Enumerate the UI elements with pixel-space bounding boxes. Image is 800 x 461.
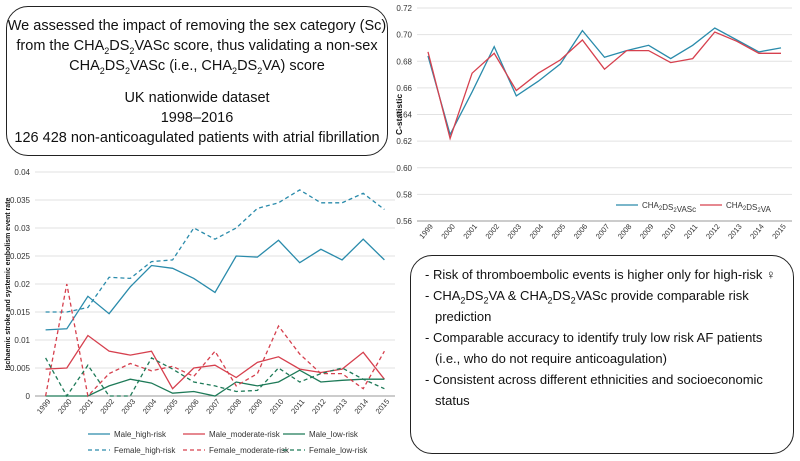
x-tick-2011: 2011 — [682, 222, 699, 240]
study-line-1: We assessed the impact of removing the s… — [7, 18, 387, 34]
y-tick-0-70: 0.70 — [396, 31, 412, 40]
legend-label-cha2ds2vasc: CHA2DS2VASc — [642, 201, 696, 214]
x-tick-2008: 2008 — [225, 397, 243, 416]
x-tick-2008: 2008 — [616, 222, 634, 241]
x-tick-2015: 2015 — [374, 397, 392, 416]
finding-4-continued: status — [435, 393, 470, 408]
x-tick-2005: 2005 — [162, 397, 180, 416]
y-tick-0-62: 0.62 — [396, 137, 412, 146]
legend-label-male-moderate-risk: Male_moderate-risk — [209, 430, 281, 439]
study-line-2: from the CHA2DS2VASc score, thus validat… — [16, 38, 378, 56]
x-tick-2007: 2007 — [204, 397, 222, 416]
x-tick-1999: 1999 — [417, 222, 435, 241]
legend-label-female-low-risk: Female_low-risk — [309, 446, 368, 455]
x-tick-2004: 2004 — [528, 222, 546, 241]
y-tick-0-015: 0.015 — [10, 308, 31, 317]
finding-2-continued: prediction — [435, 309, 492, 324]
y-axis-label: C-statistic — [394, 94, 404, 135]
x-tick-2003: 2003 — [120, 397, 138, 416]
finding-4: - Consistent across different ethnicitie… — [425, 369, 785, 411]
y-tick-0-02: 0.02 — [14, 280, 30, 289]
x-tick-2006: 2006 — [183, 397, 201, 416]
x-tick-2012: 2012 — [310, 397, 328, 416]
finding-1: - Risk of thromboembolic events is highe… — [425, 267, 776, 282]
series-line-cha2ds2vasc — [427, 27, 782, 137]
y-tick-0: 0 — [26, 392, 31, 401]
y-tick-0-56: 0.56 — [396, 217, 412, 226]
x-tick-2010: 2010 — [268, 397, 286, 416]
y-tick-0-005: 0.005 — [10, 364, 31, 373]
legend-label-male-high-risk: Male_high-risk — [114, 430, 167, 439]
x-tick-2003: 2003 — [506, 222, 524, 241]
y-tick-0-64: 0.64 — [396, 111, 412, 120]
legend-label-female-moderate-risk: Female_moderate-risk — [209, 446, 290, 455]
x-tick-2010: 2010 — [660, 222, 678, 241]
legend-label-cha2ds2va: CHA2DS2VA — [726, 201, 771, 214]
y-tick-0-01: 0.01 — [14, 336, 30, 345]
x-tick-2007: 2007 — [594, 222, 612, 241]
x-tick-2013: 2013 — [331, 397, 349, 416]
series-line-cha2ds2va — [427, 31, 781, 141]
x-tick-2006: 2006 — [572, 222, 590, 241]
x-tick-2004: 2004 — [141, 397, 159, 416]
series-line-male-moderate-risk — [45, 334, 385, 390]
x-tick-2014: 2014 — [353, 397, 371, 416]
years-label: 1998–2016 — [160, 110, 234, 126]
x-tick-1999: 1999 — [35, 397, 53, 416]
series-line-female-moderate-risk — [44, 283, 385, 398]
finding-3-continued: (i.e., who do not require anticoagulatio… — [435, 351, 667, 366]
x-tick-2014: 2014 — [748, 222, 766, 241]
finding-3: - Comparable accuracy to identify truly … — [425, 327, 785, 369]
x-tick-2001: 2001 — [77, 397, 95, 416]
y-tick-0-03: 0.03 — [14, 224, 30, 233]
x-tick-2005: 2005 — [550, 222, 568, 241]
x-tick-2012: 2012 — [704, 222, 722, 241]
y-tick-0-035: 0.035 — [10, 196, 31, 205]
x-tick-2009: 2009 — [247, 397, 265, 416]
x-tick-2001: 2001 — [461, 222, 479, 241]
x-tick-2000: 2000 — [439, 222, 457, 241]
y-tick-0-025: 0.025 — [10, 252, 31, 261]
y-tick-0-68: 0.68 — [396, 57, 412, 66]
legend-label-female-high-risk: Female_high-risk — [114, 446, 176, 455]
x-tick-2002: 2002 — [98, 397, 116, 416]
y-tick-0-66: 0.66 — [396, 84, 412, 93]
patients-label: 126 428 non-anticoagulated patients with… — [14, 130, 380, 146]
x-tick-2013: 2013 — [726, 222, 744, 241]
x-tick-2015: 2015 — [770, 222, 788, 241]
findings-box: - Risk of thromboembolic events is highe… — [410, 255, 794, 454]
series-line-male-low-risk — [45, 369, 385, 397]
x-tick-2002: 2002 — [483, 222, 501, 241]
y-tick-0-60: 0.60 — [396, 164, 412, 173]
series-line-male-high-risk — [45, 238, 385, 331]
series-line-female-high-risk — [45, 189, 385, 313]
study-summary-box: We assessed the impact of removing the s… — [6, 6, 388, 156]
series-line-female-low-risk — [45, 357, 385, 398]
x-tick-2000: 2000 — [56, 397, 74, 416]
legend-label-male-low-risk: Male_low-risk — [309, 430, 359, 439]
x-tick-2009: 2009 — [638, 222, 656, 241]
study-line-3: CHA2DS2VASc (i.e., CHA2DS2VA) score — [69, 58, 325, 76]
x-tick-2011: 2011 — [289, 397, 306, 415]
y-tick-0-04: 0.04 — [14, 168, 30, 177]
finding-2: - CHA2DS2VA & CHA2DS2VASc provide compar… — [425, 285, 785, 327]
dataset-label: UK nationwide dataset — [124, 90, 270, 106]
y-tick-0-58: 0.58 — [396, 190, 412, 199]
y-axis-label: Ischaemic stroke and systemic embolism e… — [5, 198, 12, 371]
y-tick-0-72: 0.72 — [396, 4, 412, 13]
